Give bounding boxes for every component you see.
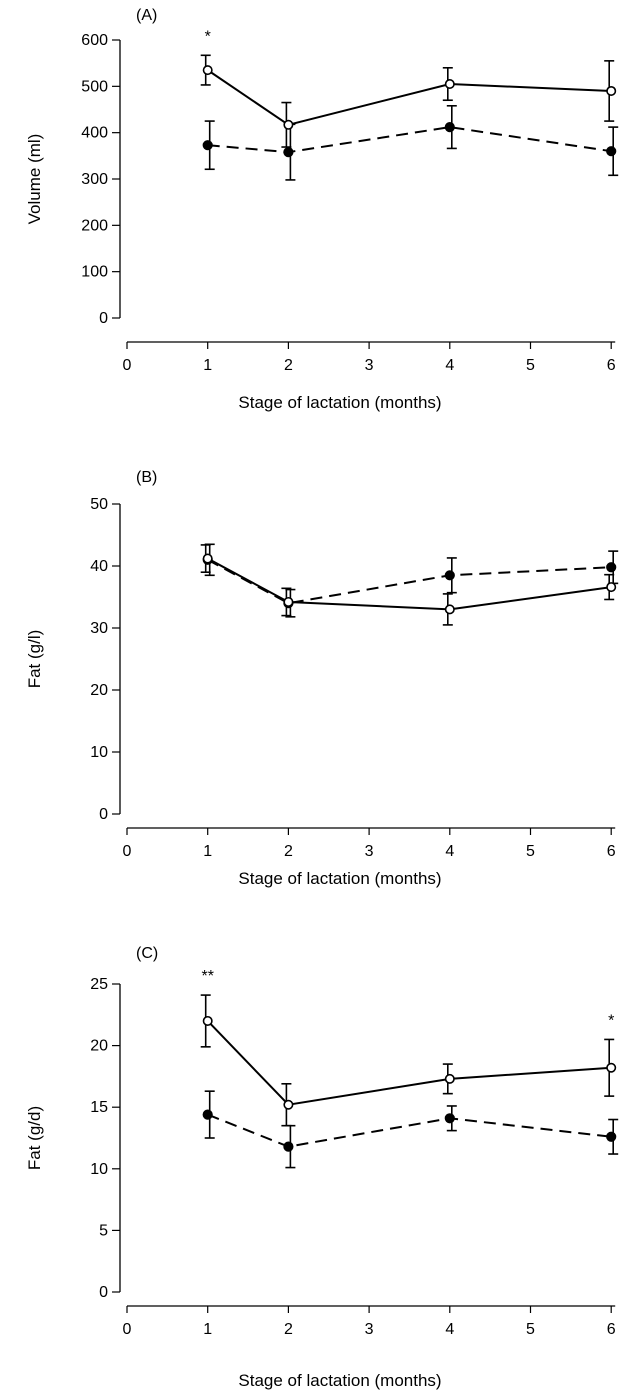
significance-mark: *: [205, 28, 211, 45]
y-tick-label: 10: [90, 1161, 108, 1178]
data-point-open: [606, 85, 617, 96]
x-tick-label: 6: [607, 357, 616, 374]
x-tick-label: 0: [123, 1321, 132, 1338]
y-tick-label: 0: [99, 310, 108, 327]
chart-panel-3: 0 5 10 15 20 25 0 1 2 3 4 5 6 Stage of lactation (mon…: [25, 945, 619, 1390]
x-tick-label: 5: [526, 1321, 535, 1338]
y-tick-label: 10: [90, 744, 108, 761]
y-tick-label: 0: [99, 1284, 108, 1301]
data-point-open: [606, 1062, 617, 1073]
x-tick-label: 5: [526, 843, 535, 860]
x-tick-label: 4: [445, 843, 454, 860]
data-point-open: [606, 582, 617, 593]
y-tick-label: 200: [81, 217, 108, 234]
x-axis-label: Stage of lactation (months): [238, 393, 441, 412]
y-tick-label: 20: [90, 682, 108, 699]
x-axis-label: Stage of lactation (months): [238, 869, 441, 888]
x-tick-label: 6: [607, 843, 616, 860]
series-dashed-line: [207, 558, 612, 605]
y-tick-label: 25: [90, 976, 108, 993]
x-tick-label: 0: [123, 357, 132, 374]
y-tick-label: 20: [90, 1038, 108, 1055]
x-tick-label: 4: [445, 1321, 454, 1338]
y-tick-label: 5: [99, 1222, 108, 1239]
data-point-filled: [283, 147, 294, 158]
data-point-filled: [606, 1131, 617, 1142]
panel-label: (A): [136, 7, 157, 24]
x-axis-label: Stage of lactation (months): [238, 1371, 441, 1390]
y-tick-label: 30: [90, 620, 108, 637]
x-tick-label: 0: [123, 843, 132, 860]
x-tick-label: 3: [365, 843, 374, 860]
data-point-open: [202, 553, 213, 564]
panel-label: (C): [136, 945, 158, 962]
x-tick-label: 1: [203, 1321, 212, 1338]
y-axis-label: Fat (g/l): [25, 630, 44, 689]
y-tick-label: 0: [99, 806, 108, 823]
y-tick-label: 400: [81, 125, 108, 142]
data-point-filled: [202, 140, 213, 151]
data-point-open: [283, 596, 294, 607]
x-tick-label: 2: [284, 1321, 293, 1338]
data-point-filled: [444, 1113, 455, 1124]
y-tick-label: 600: [81, 32, 108, 49]
y-axis-label: Fat (g/d): [25, 1106, 44, 1170]
y-tick-label: 15: [90, 1099, 108, 1116]
y-tick-label: 50: [90, 496, 108, 513]
y-tick-label: 100: [81, 264, 108, 281]
x-tick-label: 4: [445, 357, 454, 374]
y-tick-label: 40: [90, 558, 108, 575]
x-tick-label: 2: [284, 357, 293, 374]
series-solid-line: [207, 69, 612, 126]
y-tick-label: 300: [81, 171, 108, 188]
significance-mark: *: [608, 1012, 614, 1029]
data-point-filled: [283, 1141, 294, 1152]
significance-mark: **: [201, 968, 213, 985]
x-tick-label: 1: [203, 357, 212, 374]
data-point-open: [202, 1015, 213, 1026]
x-tick-label: 2: [284, 843, 293, 860]
series-dashed-line: [207, 126, 612, 154]
series-solid-line: [206, 1020, 612, 1106]
data-point-open: [283, 119, 294, 130]
chart-panel-1: 0 100 200 300 400 500 600 0 1 2 3 4 5 6 Stage of lacta…: [25, 7, 619, 412]
data-point-filled: [606, 146, 617, 157]
x-tick-label: 1: [203, 843, 212, 860]
x-tick-label: 6: [607, 1321, 616, 1338]
data-point-filled: [444, 570, 455, 581]
data-point-open: [444, 604, 455, 615]
data-point-filled: [606, 562, 617, 573]
data-point-filled: [444, 122, 455, 133]
x-tick-label: 5: [526, 357, 535, 374]
y-axis-label: Volume (ml): [25, 134, 44, 225]
series-solid-line: [207, 557, 612, 611]
data-point-open: [202, 65, 213, 76]
chart-panel-2: 0 10 20 30 40 50 0 1 2 3 4 5 6 Stage of lactation (mo…: [25, 469, 619, 888]
data-point-filled: [202, 1109, 213, 1120]
data-point-open: [444, 1073, 455, 1084]
x-tick-label: 3: [365, 357, 374, 374]
data-point-open: [283, 1099, 294, 1110]
x-tick-label: 3: [365, 1321, 374, 1338]
y-tick-label: 500: [81, 78, 108, 95]
data-point-open: [444, 79, 455, 90]
series-dashed-line: [207, 1113, 612, 1148]
panel-label: (B): [136, 469, 157, 486]
